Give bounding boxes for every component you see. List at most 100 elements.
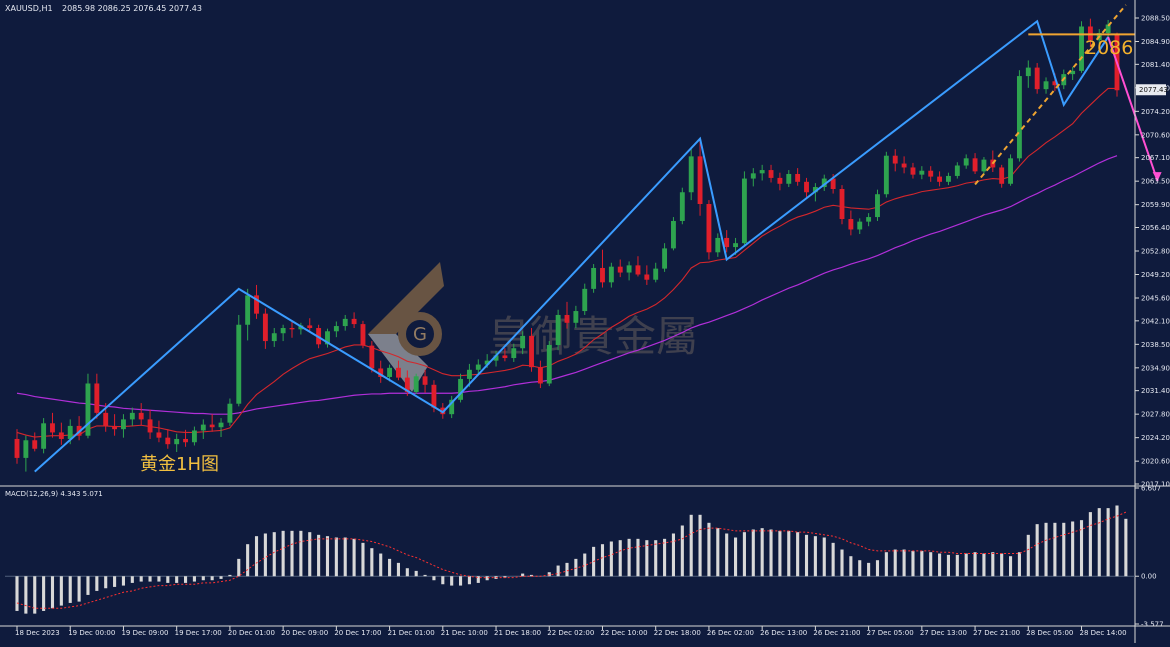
price-tick-label: 2067.10 — [1141, 154, 1170, 162]
price-tick-label: 2049.20 — [1141, 271, 1170, 279]
forecast-arrow-line — [1107, 36, 1159, 182]
wave-path — [34, 19, 1109, 473]
price-tick-label: 2020.60 — [1141, 458, 1170, 466]
candle-body-up — [413, 376, 419, 392]
macd-label: MACD(12,26,9) 4.343 5.071 — [5, 490, 103, 498]
candle-body-up — [963, 158, 969, 166]
candle-body-down — [378, 368, 384, 377]
candle-body-up — [812, 187, 818, 193]
price-tick-label: 2034.90 — [1141, 364, 1170, 372]
time-tick-label: 19 Dec 17:00 — [175, 629, 222, 637]
candle-body-down — [537, 367, 543, 384]
candle-body-down — [804, 181, 809, 193]
candle-body-down — [289, 328, 295, 330]
candle-body-up — [582, 288, 588, 312]
candle-body-up — [1025, 67, 1031, 77]
forecast-arrow-head — [1152, 172, 1162, 182]
candle-body-up — [679, 192, 685, 221]
candle-body-up — [555, 314, 561, 345]
candle-body-up — [342, 318, 348, 327]
candle-body-up — [750, 173, 756, 179]
macd-tick-label: 0.00 — [1141, 573, 1157, 581]
candle-body-down — [910, 167, 916, 175]
price-tick-label: 2052.80 — [1141, 248, 1170, 256]
resistance-callout: 2086 — [1085, 37, 1133, 59]
time-tick-label: 27 Dec 05:00 — [867, 629, 914, 637]
time-tick-label: 19 Dec 00:00 — [68, 629, 115, 637]
candle-body-down — [999, 167, 1005, 184]
candle-body-up — [23, 440, 29, 458]
candle-body-up — [1043, 81, 1049, 90]
time-tick-label: 28 Dec 05:00 — [1026, 629, 1073, 637]
candle-body-up — [1016, 76, 1022, 159]
time-tick-label: 20 Dec 17:00 — [334, 629, 381, 637]
candle-body-up — [466, 369, 472, 379]
price-tick-label: 2027.80 — [1141, 411, 1170, 419]
current-price-box — [1136, 84, 1166, 96]
candle-body-up — [387, 367, 393, 377]
candle-body-down — [50, 423, 55, 433]
candle-body-down — [404, 377, 410, 392]
price-tick-label: 2081.40 — [1141, 61, 1170, 69]
ma-slow-line — [16, 155, 1118, 415]
candle-body-up — [733, 243, 738, 248]
candle-body-up — [484, 360, 490, 365]
candle-body-down — [431, 384, 437, 408]
candle-body-up — [715, 237, 721, 253]
candle-body-up — [981, 159, 987, 172]
price-tick-label: 2045.60 — [1141, 294, 1170, 302]
candle-body-up — [546, 344, 552, 384]
candle-body-up — [1079, 26, 1084, 71]
candle-body-up — [741, 178, 747, 244]
price-tick-label: 2024.20 — [1141, 434, 1170, 442]
price-tick-label: 2056.40 — [1141, 224, 1170, 232]
candle-body-down — [94, 383, 100, 413]
time-tick-label: 21 Dec 18:00 — [494, 629, 541, 637]
candle-body-down — [830, 178, 836, 189]
candle-body-up — [662, 248, 668, 269]
candle-body-down — [600, 267, 605, 283]
candle-body-down — [262, 313, 268, 342]
candle-body-down — [892, 155, 898, 164]
candle-body-up — [671, 220, 676, 249]
watermark-logo-upper — [368, 262, 444, 334]
candle-body-down — [635, 265, 641, 275]
candle-body-up — [688, 156, 694, 193]
candle-body-up — [591, 267, 597, 289]
time-tick-label: 22 Dec 10:00 — [600, 629, 647, 637]
candle-body-down — [14, 438, 20, 458]
time-tick-label: 28 Dec 14:00 — [1080, 629, 1127, 637]
candle-body-down — [1052, 81, 1058, 86]
candle-body-up — [759, 170, 765, 174]
chart-caption: 黄金1H图 — [140, 454, 219, 475]
moving-averages — [16, 87, 1118, 438]
candle-body-down — [103, 412, 109, 426]
candle-body-up — [41, 423, 47, 449]
price-tick-label: 2038.50 — [1141, 341, 1170, 349]
trend-dashed-line — [974, 4, 1127, 186]
candle-body-up — [883, 155, 889, 195]
candle-body-up — [85, 383, 91, 436]
candle-body-up — [866, 217, 872, 222]
candle-body-up — [1070, 70, 1076, 75]
candle-body-down — [32, 440, 38, 449]
macd-signal-line — [16, 511, 1127, 609]
macd-tick-label: -3.577 — [1141, 621, 1164, 629]
candle-body-up — [67, 425, 73, 439]
candle-body-down — [777, 177, 783, 184]
candle-body-up — [520, 335, 526, 349]
time-tick-label: 27 Dec 21:00 — [973, 629, 1020, 637]
candle-body-up — [626, 265, 632, 273]
candle-body-down — [254, 295, 259, 314]
price-tick-label: 2074.20 — [1141, 108, 1170, 116]
time-tick-label: 27 Dec 13:00 — [920, 629, 967, 637]
price-tick-label: 2059.90 — [1141, 201, 1170, 209]
watermark-logo-ring — [398, 312, 442, 356]
time-tick-label: 19 Dec 09:00 — [121, 629, 168, 637]
candle-body-down — [58, 432, 64, 439]
candle-body-down — [156, 432, 162, 438]
candle-body-up — [1008, 158, 1013, 184]
candle-body-down — [351, 318, 357, 325]
